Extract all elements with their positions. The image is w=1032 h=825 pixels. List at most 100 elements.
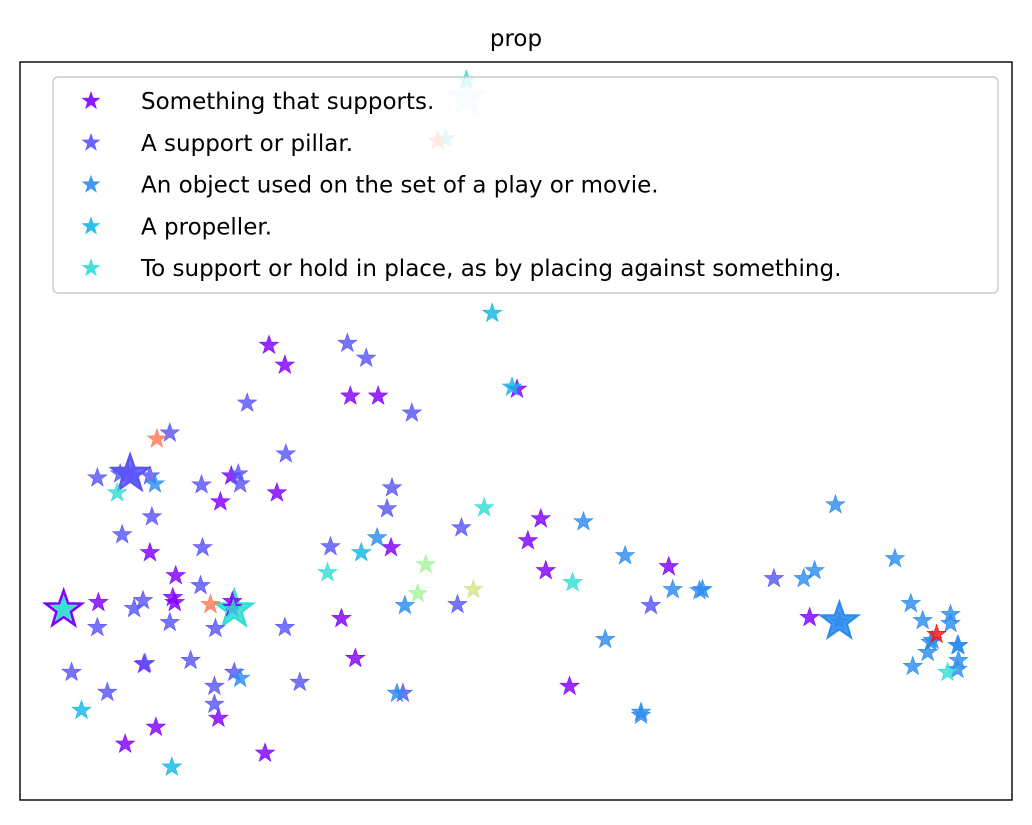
legend-label-0: Something that supports. <box>141 89 434 115</box>
data-point-series-1-17 <box>192 536 213 557</box>
data-point-series-4-4 <box>53 598 75 619</box>
data-point-series-0-10 <box>165 564 187 585</box>
data-point-series-2-22 <box>947 658 968 679</box>
data-point-series-2-24 <box>386 682 408 703</box>
data-point-series-6-0 <box>415 553 437 574</box>
data-point-series-3-2 <box>350 541 372 562</box>
data-point-series-1-3 <box>401 402 423 422</box>
data-point-series-1-19 <box>132 589 154 610</box>
data-point-series-1-38 <box>229 472 251 493</box>
data-point-series-0-24 <box>530 507 552 528</box>
data-point-series-0-22 <box>344 647 366 668</box>
data-point-series-1-31 <box>204 693 225 714</box>
data-point-series-0-6 <box>266 481 288 502</box>
data-point-series-3-1 <box>501 376 523 396</box>
data-point-series-3-4 <box>161 756 183 776</box>
data-point-series-1-35 <box>640 594 662 615</box>
data-point-series-2-21 <box>902 655 924 676</box>
data-point-series-1-4 <box>159 422 181 442</box>
data-point-series-1-24 <box>61 661 82 682</box>
data-point-series-0-5 <box>559 675 580 696</box>
data-point-series-1-13 <box>191 473 212 494</box>
data-point-series-1-36 <box>763 567 785 588</box>
legend-marker-0 <box>81 91 101 110</box>
data-point-series-1-21 <box>87 616 108 637</box>
data-point-series-2-23 <box>366 526 388 547</box>
data-point-series-5-1 <box>200 593 221 614</box>
data-point-series-1-5 <box>275 443 297 463</box>
data-point-series-1-11 <box>141 505 163 526</box>
data-point-series-4-2 <box>317 561 338 582</box>
data-point-series-3-3 <box>71 699 92 720</box>
data-point-series-1-8 <box>227 462 249 483</box>
data-point-series-1-20 <box>190 574 211 595</box>
data-point-series-2-18 <box>940 612 961 633</box>
data-point-series-1-10 <box>121 464 143 485</box>
data-point-series-1-37 <box>320 535 341 556</box>
data-point-series-2-0 <box>573 510 594 531</box>
data-point-series-0-7 <box>210 490 231 511</box>
data-point-series-0-2 <box>339 385 361 405</box>
data-point-series-2-10 <box>825 493 846 514</box>
data-point-series-0-21 <box>331 607 352 628</box>
legend-marker-3 <box>81 216 101 235</box>
data-point-series-1-39 <box>205 617 226 638</box>
legend-marker-2 <box>81 174 101 193</box>
data-point-series-1-7 <box>139 464 161 485</box>
data-point-series-2-5 <box>692 578 713 599</box>
data-point-series-1-25 <box>96 681 118 702</box>
data-point-series-4-3 <box>562 571 583 592</box>
data-point-series-1-23 <box>274 616 296 637</box>
data-point-series-2-12 <box>900 592 922 613</box>
data-point-series-4-6 <box>937 661 958 682</box>
data-point-series-0-0 <box>258 334 280 355</box>
data-point-series-1-15 <box>376 497 398 518</box>
data-point-series-4-1 <box>473 496 495 517</box>
data-point-series-0-15 <box>162 586 184 607</box>
data-point-series-2-2 <box>594 628 616 649</box>
data-point-series-2-13 <box>912 609 934 630</box>
data-point-series-0-17 <box>208 707 229 728</box>
data-point-series-2-20 <box>948 634 969 655</box>
data-point-series-1-12 <box>111 523 133 544</box>
data-point-series-1-32 <box>87 466 108 487</box>
data-point-series-0-23 <box>380 536 402 557</box>
data-point-series-1-16 <box>451 516 472 537</box>
data-point-series-3-0 <box>481 302 503 323</box>
data-point-series-2-27 <box>144 472 166 493</box>
data-point-series-0-26 <box>535 559 557 580</box>
legend-marker-1 <box>81 132 101 151</box>
data-point-series-0-20 <box>254 742 276 762</box>
data-point-series-0-18 <box>114 733 136 753</box>
data-point-series-4-5 <box>222 598 244 619</box>
data-point-series-0-25 <box>517 529 539 550</box>
data-point-series-6-1 <box>407 582 429 603</box>
data-point-series-0-14 <box>87 591 109 612</box>
data-point-series-1-0 <box>336 332 358 353</box>
data-point-series-1-27 <box>180 649 201 670</box>
data-point-series-2-29 <box>917 641 939 662</box>
data-point-series-0-9 <box>139 541 161 562</box>
data-point-series-1-28 <box>204 675 225 696</box>
data-point-series-2-3 <box>662 578 684 599</box>
data-point-series-2-11 <box>884 547 906 568</box>
data-point-series-1-26 <box>134 652 156 673</box>
data-point-series-0-3 <box>367 385 389 405</box>
legend-marker-4 <box>81 258 101 277</box>
data-point-series-4-0 <box>106 481 128 502</box>
data-point-series-0-1 <box>274 354 296 375</box>
data-point-series-0-19 <box>145 716 167 737</box>
points-layer <box>41 69 969 776</box>
data-point-series-2-28 <box>829 610 850 631</box>
data-point-series-2-1 <box>614 544 636 565</box>
data-point-series-7-0 <box>462 578 484 599</box>
data-point-series-8-0 <box>926 623 947 644</box>
chart-title: prop <box>490 26 542 52</box>
legend-label-1: A support or pillar. <box>141 131 353 157</box>
data-point-series-1-30 <box>289 671 311 692</box>
data-point-series-1-1 <box>355 347 377 368</box>
legend-label-4: To support or hold in place, as by placi… <box>140 256 841 282</box>
data-point-series-1-22 <box>159 611 181 632</box>
